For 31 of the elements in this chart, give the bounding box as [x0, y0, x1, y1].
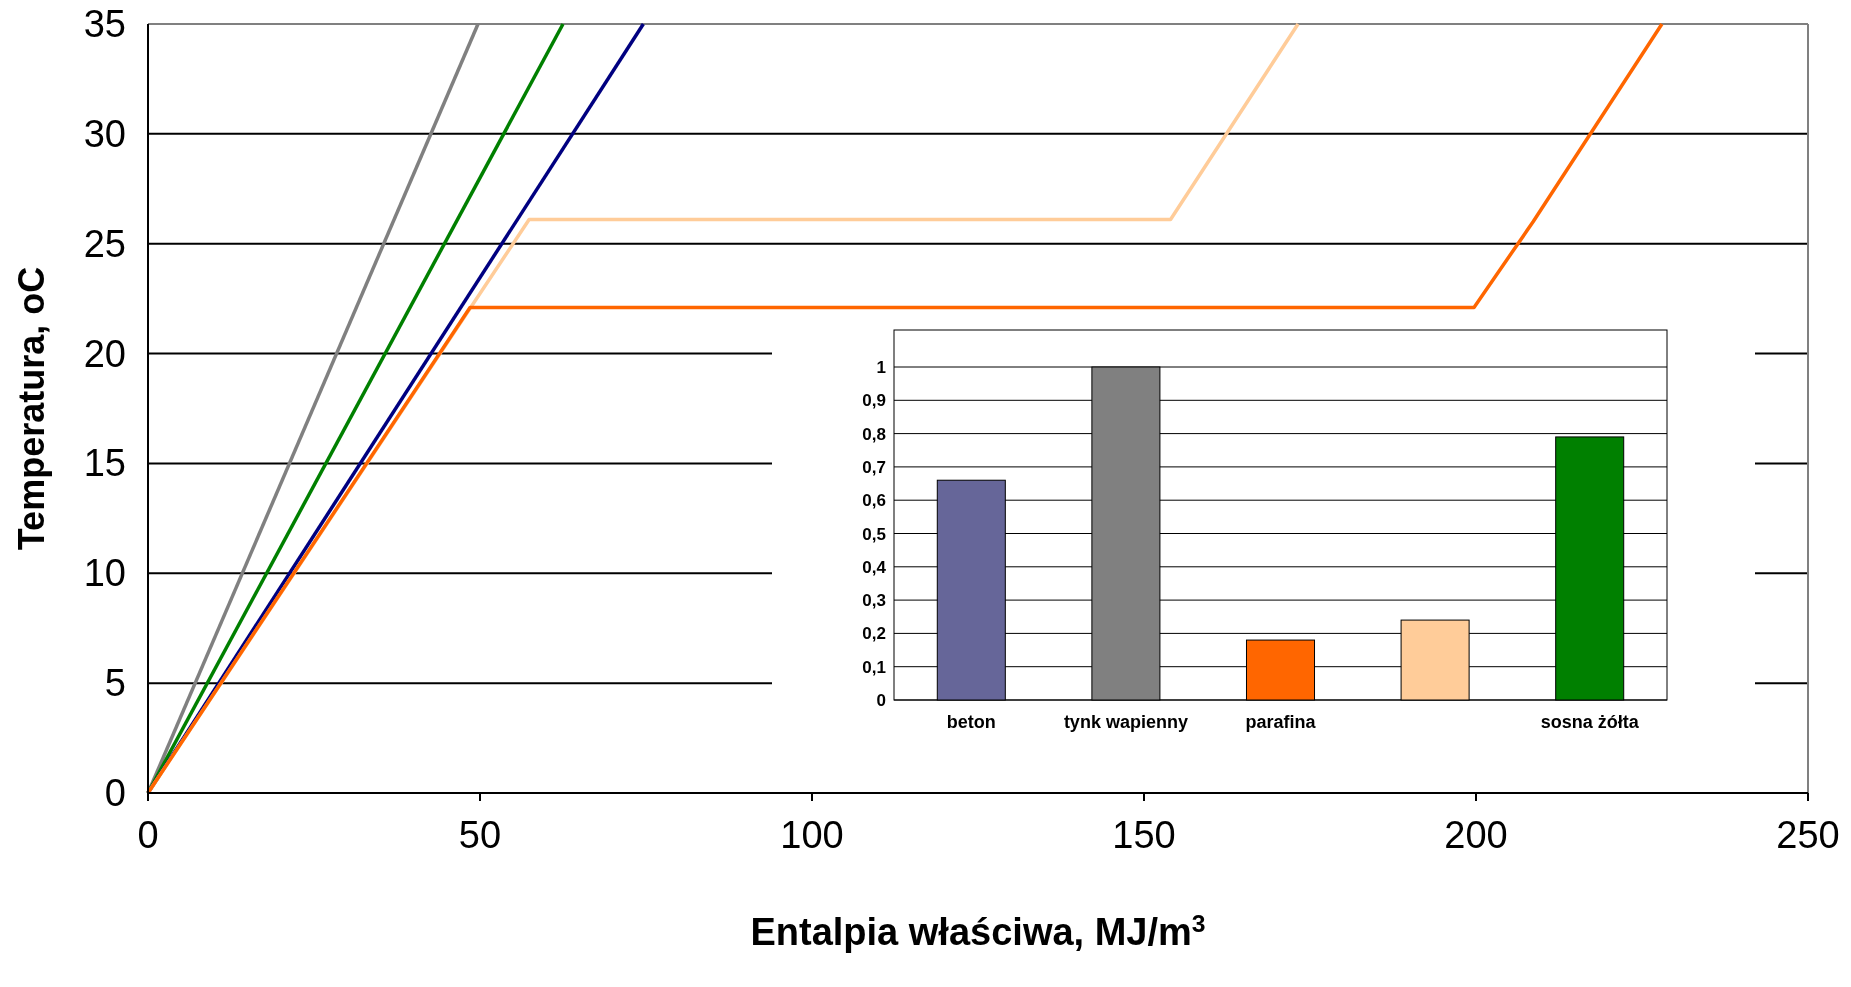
y-tick-label: 0,1 — [862, 657, 886, 677]
y-axis-title: Temperatura, oC — [11, 266, 52, 551]
y-tick-label: 0,9 — [862, 391, 886, 411]
y-tick-label: 0,3 — [862, 591, 886, 611]
x-tick-label: sosna żółta — [1540, 712, 1640, 732]
y-tick-label: 0,2 — [862, 624, 886, 644]
x-tick-label: 50 — [458, 814, 502, 856]
y-tick-label: 0,8 — [862, 424, 886, 444]
y-tick-label: 0,4 — [862, 557, 887, 577]
x-tick-label: parafina — [1245, 712, 1317, 732]
y-tick-label: 0,6 — [862, 491, 886, 511]
x-tick-label: 100 — [780, 814, 844, 856]
x-tick-label: tynk wapienny — [1063, 712, 1188, 732]
y-tick-label: 30 — [83, 112, 126, 155]
y-tick-label: 0 — [876, 691, 886, 710]
x-tick-label: 150 — [1112, 814, 1176, 856]
x-tick-label: 0 — [137, 814, 159, 856]
y-tick-label: 1 — [876, 358, 886, 377]
x-axis-title: Entalpia właściwa, MJ/m$^{3}$ — [750, 909, 1206, 953]
x-tick-label: beton — [946, 712, 996, 732]
y-tick-label: 15 — [83, 442, 126, 485]
y-tick-label: 20 — [83, 332, 126, 375]
y-tick-label: 10 — [83, 552, 126, 595]
y-tick-label: 35 — [83, 3, 126, 45]
x-tick-label: 200 — [1444, 814, 1508, 856]
y-tick-label: 25 — [83, 222, 126, 265]
y-tick-label: 5 — [104, 662, 126, 705]
x-tick-label: 250 — [1776, 814, 1840, 856]
y-tick-label: 0,5 — [862, 524, 886, 544]
y-tick-label: 0,7 — [862, 457, 886, 477]
y-tick-label: 0 — [104, 772, 126, 814]
